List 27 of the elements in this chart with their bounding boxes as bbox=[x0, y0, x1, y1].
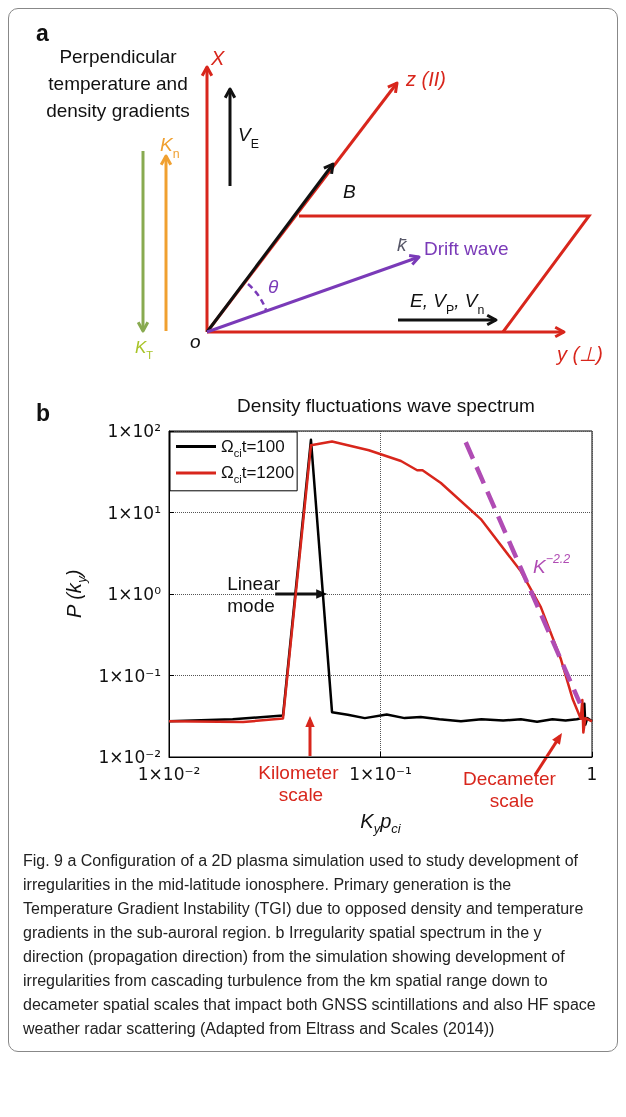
x-tick-label: 1×10⁻¹ bbox=[349, 763, 412, 784]
caption: Fig. 9 a Configuration of a 2D plasma simulation used to study development of irregularities in the mid-latitude ionosphere. Primary generation is the Temperature Gradient Instability (TGI) due to opposed density and temperature gradients in the sub-auroral region. b Irregularity spatial spectrum in the y direction (propagation direction) from the simulation showing development of irregularities from cascading turbulence from the km spatial range down to decameter spatial scales that impact both GNSS scintillations and also HF space weather radar scattering (Adapted from Eltrass and Scales (2014)) bbox=[22, 851, 597, 1039]
text: y (⊥) bbox=[555, 343, 603, 365]
text: X bbox=[210, 47, 225, 69]
text: b bbox=[36, 399, 51, 426]
text: o bbox=[190, 331, 201, 352]
text: K$_{n}$ bbox=[160, 134, 180, 161]
text: V$_{E}$ bbox=[238, 124, 259, 151]
text: Kilometer scale bbox=[258, 761, 344, 805]
y-tick-label: 1×10⁻¹ bbox=[98, 665, 161, 686]
text: E, V$_{P}$, V$_{n}$ bbox=[410, 290, 485, 317]
text: B bbox=[343, 181, 356, 202]
text: Decameter scale bbox=[462, 767, 562, 811]
y-tick-label: 1×10⁰ bbox=[107, 584, 162, 604]
text: K$_{T}$ bbox=[135, 338, 154, 361]
annotation: Linear mode bbox=[227, 572, 286, 616]
text: a bbox=[36, 20, 49, 46]
text: z (II) bbox=[405, 68, 446, 90]
x-tick-label: 1 bbox=[586, 763, 598, 784]
text: θ bbox=[268, 276, 279, 297]
y-tick-label: 1×10¹ bbox=[107, 502, 161, 523]
text: Drift wave bbox=[424, 238, 509, 259]
y-axis-title: P (ky) bbox=[62, 569, 89, 618]
chart-title: Density fluctuations wave spectrum bbox=[237, 395, 535, 416]
text: Perpendicular temperature and density gradients bbox=[46, 46, 190, 121]
text: k̄ bbox=[397, 234, 408, 255]
y-tick-label: 1×10² bbox=[107, 421, 161, 441]
